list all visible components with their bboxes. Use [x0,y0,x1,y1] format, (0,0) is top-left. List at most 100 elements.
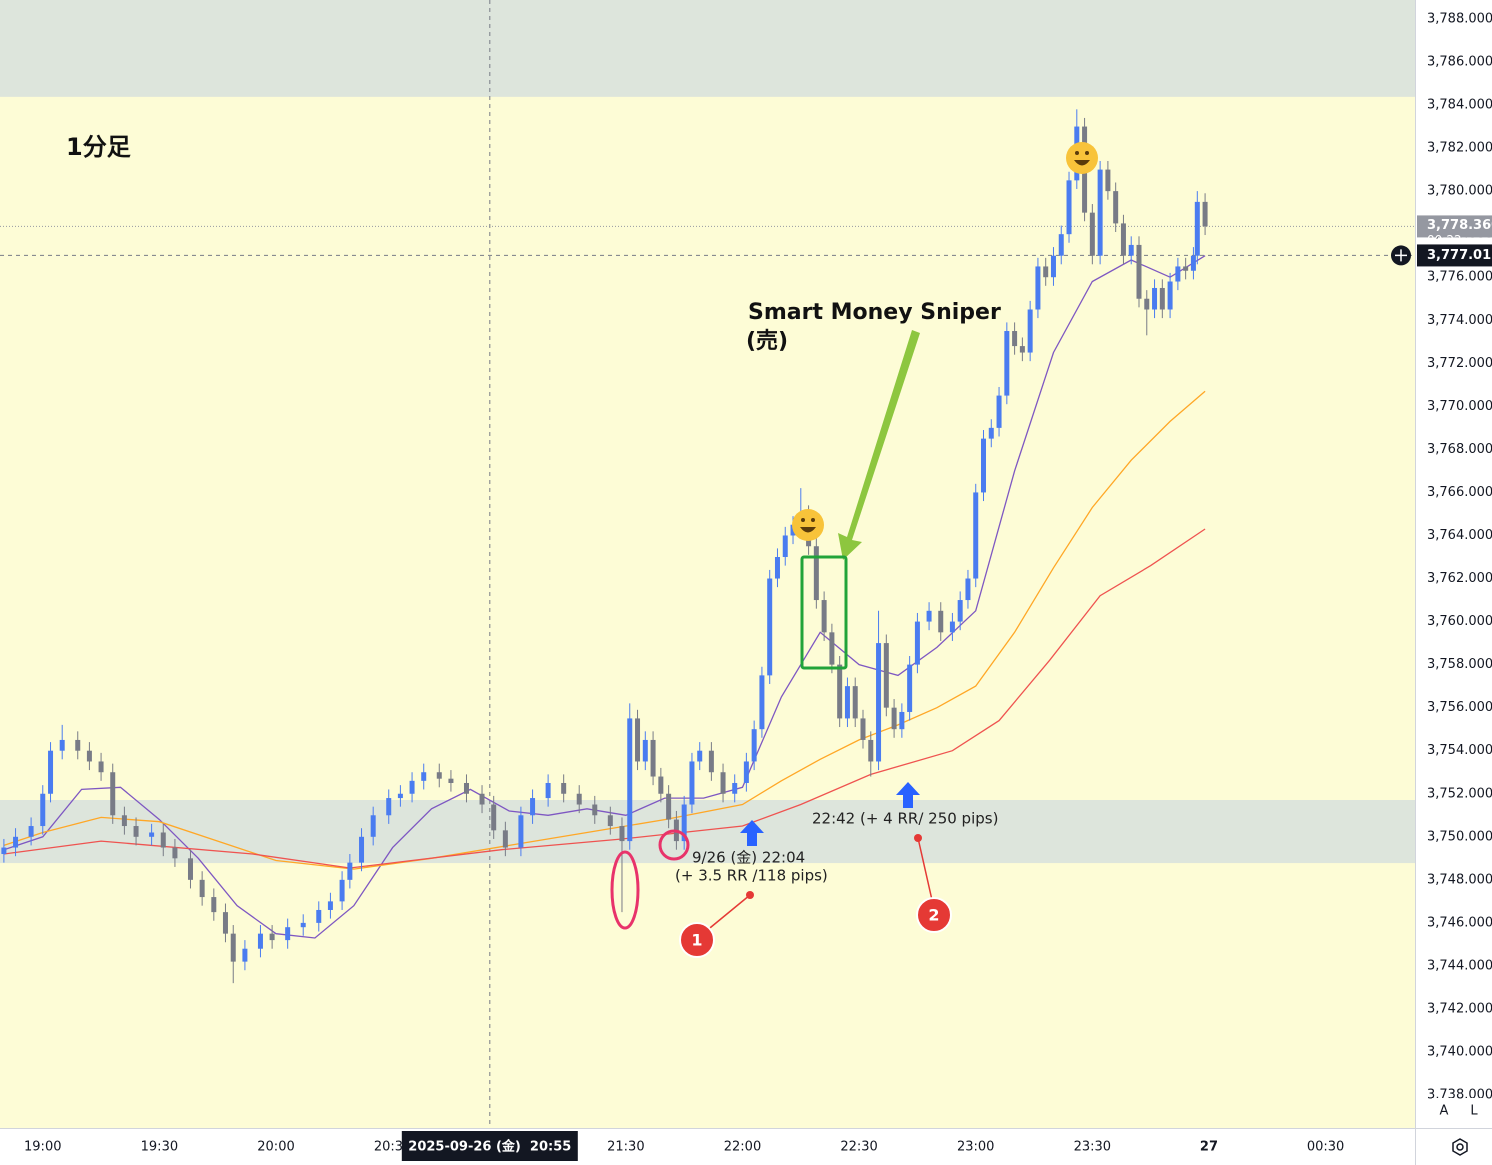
marker-badge [916,897,952,933]
y-tick-label: 3,764.000 [1427,528,1492,543]
candle-body [1175,266,1181,282]
emoji-face [1066,142,1098,174]
candle-body [852,686,858,719]
candle-body [1183,266,1189,271]
price-axis [1415,0,1492,1165]
last-price-box [1417,215,1492,238]
candle-body [996,395,1002,428]
candle-body [1035,266,1041,310]
candle-body [1159,287,1165,310]
timeframe-label: 1分足 [66,133,131,161]
candle-body [1,847,7,855]
settings-icon[interactable] [1452,1138,1468,1156]
x-tick-label: 23:00 [957,1140,994,1155]
candle-body [300,922,306,928]
candle-body [421,772,427,781]
candle-body [907,664,913,712]
time-axis [0,1128,1415,1165]
candle-body [708,750,714,773]
emoji [1066,142,1098,174]
marker-dot [914,834,922,842]
y-tick-label: 3,788.000 [1427,11,1492,26]
candle-body [759,675,765,730]
candle-body [689,761,695,805]
candle-body [1128,244,1134,256]
candle-body [316,909,322,923]
candle-body [1066,180,1072,235]
button-bg[interactable] [1462,1098,1486,1122]
y-tick-label: 3,784.000 [1427,98,1492,113]
candle-body [1120,223,1126,256]
candle-body [619,826,625,842]
candle-body [782,535,788,558]
candle-body [957,600,963,622]
y-tick-label: 3,780.000 [1427,184,1492,199]
signal-arrow [838,330,920,560]
candle-body [607,815,613,827]
y-tick-label: 3,758.000 [1427,657,1492,672]
y-tick-label: 3,740.000 [1427,1045,1492,1060]
y-tick-label: 3,742.000 [1427,1001,1492,1016]
candle-body [518,815,524,848]
candle-body [876,643,882,762]
candle-body [650,739,656,777]
candle-body [965,578,971,601]
candle-body [187,858,193,880]
candle-body [829,632,835,665]
candle-body [627,718,633,842]
y-tick-label: 3,782.000 [1427,141,1492,156]
log-scale-button[interactable]: L [1470,1104,1478,1119]
candle-body [697,750,703,762]
moving-average [3,528,1206,869]
annotations: 1分足 Smart Money Sniper (売) 9/26 (金) 22:0… [66,133,1098,958]
x-tick-label: 20:00 [257,1140,294,1155]
candle-body [949,621,955,633]
candle-body [86,750,92,762]
y-tick-label: 3,774.000 [1427,313,1492,328]
highlight-circle [658,829,690,861]
candle-body [813,546,819,601]
candle-body [837,664,843,719]
candle-body [1043,266,1049,278]
candle-body [1152,287,1158,310]
candle-body [635,718,641,762]
candle-body [743,761,749,783]
last-price-label: 3,778.360 [1427,218,1492,233]
marker-label: 2 [928,906,939,925]
candle-body [981,438,987,493]
settings-button[interactable] [1452,1138,1468,1156]
candle-body [1027,309,1033,353]
y-tick-label: 3,770.000 [1427,399,1492,414]
x-tick-label: 00:30 [1307,1140,1344,1155]
axis-buttons: A L [1432,1098,1486,1156]
candle-body [592,804,598,816]
y-tick-label: 3,786.000 [1427,54,1492,69]
candle-body [370,815,376,837]
auto-scale-button[interactable]: A [1440,1104,1449,1119]
crosshair-price-box [1417,244,1492,267]
candle-body [13,836,19,848]
candle-body [98,761,104,773]
candle-body [860,718,866,740]
candle-body [973,492,979,579]
candle-body [1050,255,1056,278]
candle-body [666,793,672,820]
candle-body [530,798,536,816]
button-bg[interactable] [1432,1098,1456,1122]
candle-body [1097,169,1103,256]
candle-body [1089,212,1095,256]
x-tick-label: 22:30 [840,1140,877,1155]
candle-body [774,557,780,579]
marker-dot [746,891,754,899]
moving-average [3,390,1206,870]
settings-icon[interactable] [1456,1143,1464,1151]
candle-body [230,933,236,962]
candle-body [1167,281,1173,310]
candle-body [1058,234,1064,256]
candle-body [339,879,345,902]
plot-background [0,0,1415,1128]
signal-box [800,555,848,670]
candle-body [1190,255,1196,271]
candle-body [75,739,81,751]
candle-body [658,776,664,794]
